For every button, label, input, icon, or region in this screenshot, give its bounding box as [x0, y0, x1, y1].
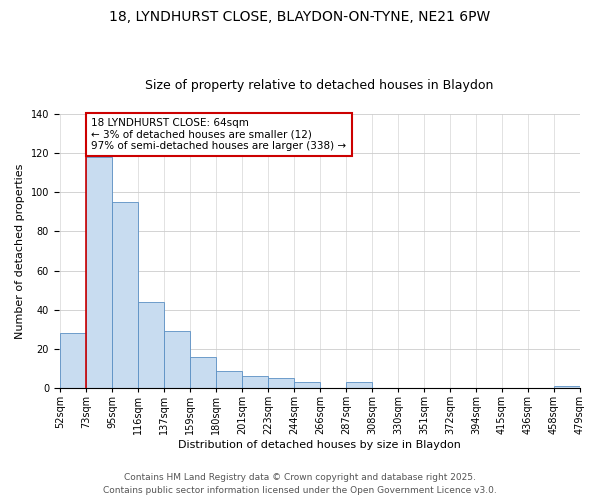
Bar — [190, 357, 216, 388]
Bar — [346, 382, 372, 388]
Bar — [112, 202, 138, 388]
Bar — [138, 302, 164, 388]
Bar — [294, 382, 320, 388]
Bar — [242, 376, 268, 388]
Text: Contains HM Land Registry data © Crown copyright and database right 2025.
Contai: Contains HM Land Registry data © Crown c… — [103, 474, 497, 495]
Text: 18, LYNDHURST CLOSE, BLAYDON-ON-TYNE, NE21 6PW: 18, LYNDHURST CLOSE, BLAYDON-ON-TYNE, NE… — [109, 10, 491, 24]
X-axis label: Distribution of detached houses by size in Blaydon: Distribution of detached houses by size … — [178, 440, 461, 450]
Bar — [164, 332, 190, 388]
Y-axis label: Number of detached properties: Number of detached properties — [15, 164, 25, 339]
Bar — [268, 378, 294, 388]
Bar — [86, 157, 112, 388]
Title: Size of property relative to detached houses in Blaydon: Size of property relative to detached ho… — [145, 79, 494, 92]
Text: 18 LYNDHURST CLOSE: 64sqm
← 3% of detached houses are smaller (12)
97% of semi-d: 18 LYNDHURST CLOSE: 64sqm ← 3% of detach… — [91, 118, 346, 151]
Bar — [554, 386, 580, 388]
Bar — [216, 370, 242, 388]
Bar — [60, 334, 86, 388]
